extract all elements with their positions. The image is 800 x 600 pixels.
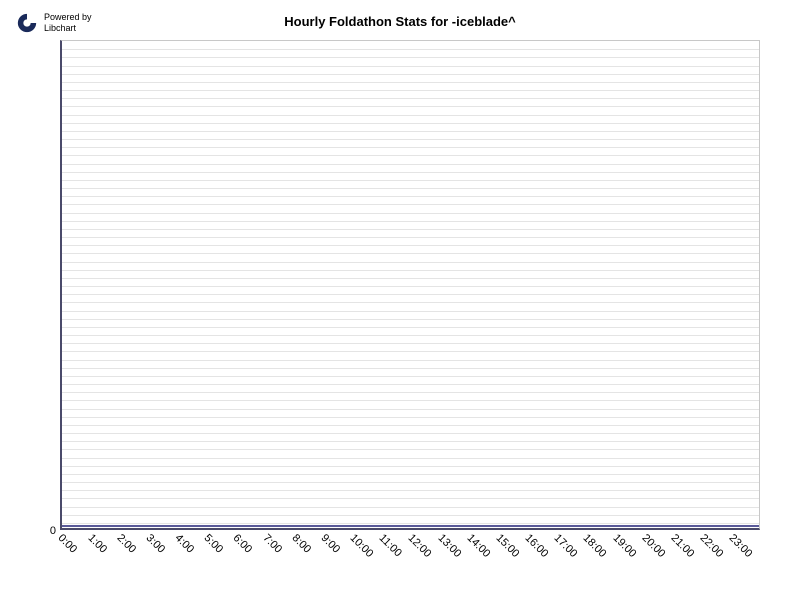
x-tick-label: 18:00 bbox=[581, 532, 609, 560]
gridline bbox=[62, 204, 759, 205]
x-tick-label: 5:00 bbox=[202, 532, 226, 556]
gridline bbox=[62, 311, 759, 312]
x-tick-label: 8:00 bbox=[289, 532, 313, 556]
gridline bbox=[62, 433, 759, 434]
gridline bbox=[62, 66, 759, 67]
gridline bbox=[62, 425, 759, 426]
gridline bbox=[62, 131, 759, 132]
gridline bbox=[62, 384, 759, 385]
gridline bbox=[62, 164, 759, 165]
gridline bbox=[62, 400, 759, 401]
x-tick-label: 0:00 bbox=[56, 532, 80, 556]
x-tick-label: 11:00 bbox=[377, 532, 404, 559]
gridline bbox=[62, 368, 759, 369]
gridline bbox=[62, 123, 759, 124]
gridline bbox=[62, 376, 759, 377]
x-tick-label: 13:00 bbox=[435, 532, 463, 560]
x-tick-label: 15:00 bbox=[493, 532, 521, 560]
gridline bbox=[62, 482, 759, 483]
x-tick-label: 20:00 bbox=[639, 532, 667, 560]
gridline bbox=[62, 147, 759, 148]
gridline bbox=[62, 180, 759, 181]
gridline bbox=[62, 229, 759, 230]
x-tick-label: 2:00 bbox=[114, 532, 138, 556]
gridline bbox=[62, 409, 759, 410]
gridline bbox=[62, 351, 759, 352]
gridline bbox=[62, 98, 759, 99]
gridline bbox=[62, 196, 759, 197]
zero-line bbox=[62, 525, 759, 527]
gridline bbox=[62, 139, 759, 140]
gridline bbox=[62, 449, 759, 450]
gridline bbox=[62, 237, 759, 238]
gridline bbox=[62, 106, 759, 107]
gridline bbox=[62, 253, 759, 254]
x-tick-label: 10:00 bbox=[348, 532, 376, 560]
gridline bbox=[62, 327, 759, 328]
x-tick-label: 1:00 bbox=[85, 532, 109, 556]
gridline bbox=[62, 245, 759, 246]
gridline bbox=[62, 515, 759, 516]
gridline bbox=[62, 490, 759, 491]
gridline bbox=[62, 523, 759, 524]
gridline bbox=[62, 507, 759, 508]
gridline bbox=[62, 115, 759, 116]
x-tick-label: 23:00 bbox=[727, 532, 755, 560]
x-tick-label: 9:00 bbox=[318, 532, 342, 556]
x-tick-label: 14:00 bbox=[464, 532, 492, 560]
x-tick-label: 16:00 bbox=[523, 532, 551, 560]
x-tick-label: 6:00 bbox=[231, 532, 255, 556]
gridline bbox=[62, 155, 759, 156]
x-tick-label: 3:00 bbox=[143, 532, 167, 556]
gridline bbox=[62, 302, 759, 303]
gridline bbox=[62, 392, 759, 393]
x-tick-label: 22:00 bbox=[698, 532, 726, 560]
x-tick-label: 21:00 bbox=[668, 532, 696, 560]
x-tick-label: 7:00 bbox=[260, 532, 284, 556]
gridline bbox=[62, 57, 759, 58]
gridline bbox=[62, 335, 759, 336]
x-tick-label: 17:00 bbox=[552, 532, 580, 560]
gridline bbox=[62, 213, 759, 214]
plot-wrap: 00:001:002:003:004:005:006:007:008:009:0… bbox=[60, 40, 760, 530]
gridline bbox=[62, 466, 759, 467]
chart-title: Hourly Foldathon Stats for -iceblade^ bbox=[0, 14, 800, 29]
gridline bbox=[62, 221, 759, 222]
gridline bbox=[62, 319, 759, 320]
gridline bbox=[62, 417, 759, 418]
x-tick-label: 12:00 bbox=[406, 532, 434, 560]
gridline bbox=[62, 172, 759, 173]
gridline bbox=[62, 474, 759, 475]
gridline bbox=[62, 498, 759, 499]
gridline bbox=[62, 74, 759, 75]
gridline bbox=[62, 360, 759, 361]
gridline bbox=[62, 90, 759, 91]
x-tick-label: 19:00 bbox=[610, 532, 638, 560]
chart-container: { "branding": { "powered_by_line1": "Pow… bbox=[0, 0, 800, 600]
gridline bbox=[62, 294, 759, 295]
gridline bbox=[62, 188, 759, 189]
gridline bbox=[62, 262, 759, 263]
gridline bbox=[62, 286, 759, 287]
gridline bbox=[62, 458, 759, 459]
plot-area: 00:001:002:003:004:005:006:007:008:009:0… bbox=[60, 40, 760, 530]
gridline bbox=[62, 343, 759, 344]
gridline bbox=[62, 49, 759, 50]
gridline bbox=[62, 278, 759, 279]
gridline bbox=[62, 82, 759, 83]
x-tick-label: 4:00 bbox=[173, 532, 197, 556]
gridline bbox=[62, 270, 759, 271]
gridline bbox=[62, 441, 759, 442]
